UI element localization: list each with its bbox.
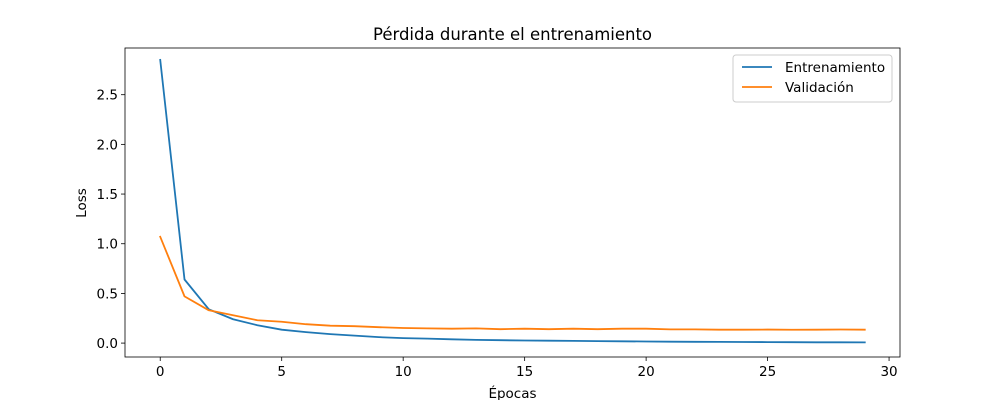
x-axis: 0 5 10 15 20 25 30: [156, 357, 898, 380]
x-tick-label: 0: [156, 364, 165, 380]
y-axis: 0.0 0.5 1.0 1.5 2.0 2.5: [97, 88, 125, 352]
series-line-train: [159, 58, 866, 344]
chart-title: Pérdida durante el entrenamiento: [373, 25, 652, 44]
y-tick-label: 2.5: [97, 88, 118, 104]
y-tick-label: 2.0: [97, 137, 118, 153]
y-tick-label: 0.5: [97, 286, 118, 302]
plot-area: [159, 58, 866, 344]
x-tick-label: 25: [759, 364, 776, 380]
y-tick-label: 1.0: [97, 237, 118, 253]
legend-box: [732, 54, 893, 103]
y-tick-label: 0.0: [97, 336, 118, 352]
x-tick-label: 30: [880, 364, 897, 380]
x-axis-label: Épocas: [488, 385, 536, 400]
legend: Entrenamiento Validación: [732, 54, 893, 103]
series-line-validation: [159, 235, 866, 331]
axes-frame: [124, 47, 901, 358]
y-axis-label: Loss: [74, 188, 90, 218]
x-tick-label: 5: [277, 364, 286, 380]
legend-label: Validación: [785, 80, 854, 96]
y-tick-label: 1.5: [97, 187, 118, 203]
legend-label: Entrenamiento: [785, 60, 885, 76]
x-tick-label: 15: [516, 364, 533, 380]
x-tick-label: 10: [395, 364, 412, 380]
x-tick-label: 20: [638, 364, 655, 380]
